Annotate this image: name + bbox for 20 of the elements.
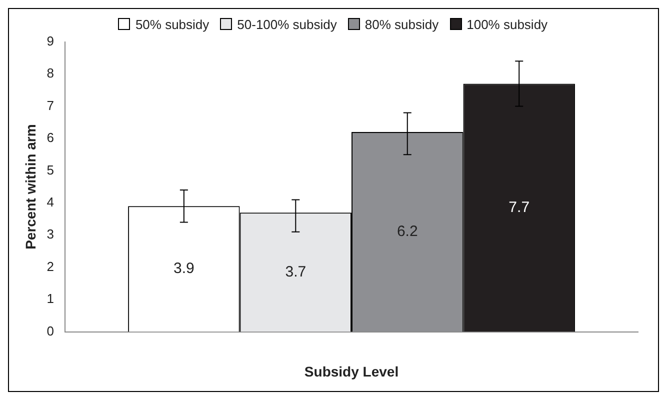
legend-label: 50-100% subsidy (237, 16, 337, 32)
y-tick-label: 1 (46, 291, 54, 306)
y-tick-label: 0 (46, 323, 54, 338)
data-label: 6.2 (396, 223, 418, 240)
y-axis-title: Percent within arm (22, 124, 38, 250)
y-tick-label: 9 (46, 33, 54, 48)
y-tick-label: 2 (46, 258, 54, 274)
y-tick-label: 4 (46, 194, 54, 210)
legend-label: 50% subsidy (135, 16, 210, 32)
y-tick-label: 3 (46, 226, 54, 242)
legend-label: 80% subsidy (364, 16, 439, 32)
y-tick-label: 8 (46, 66, 54, 81)
y-tick-label: 7 (46, 98, 54, 113)
data-label: 3.7 (285, 263, 306, 280)
y-tick-label: 6 (46, 130, 54, 146)
x-axis-title: Subsidy Level (304, 363, 399, 380)
data-label: 3.9 (173, 260, 194, 278)
y-tick-label: 5 (46, 162, 54, 178)
data-label: 7.7 (508, 198, 530, 216)
legend-label: 100% subsidy (466, 16, 548, 32)
